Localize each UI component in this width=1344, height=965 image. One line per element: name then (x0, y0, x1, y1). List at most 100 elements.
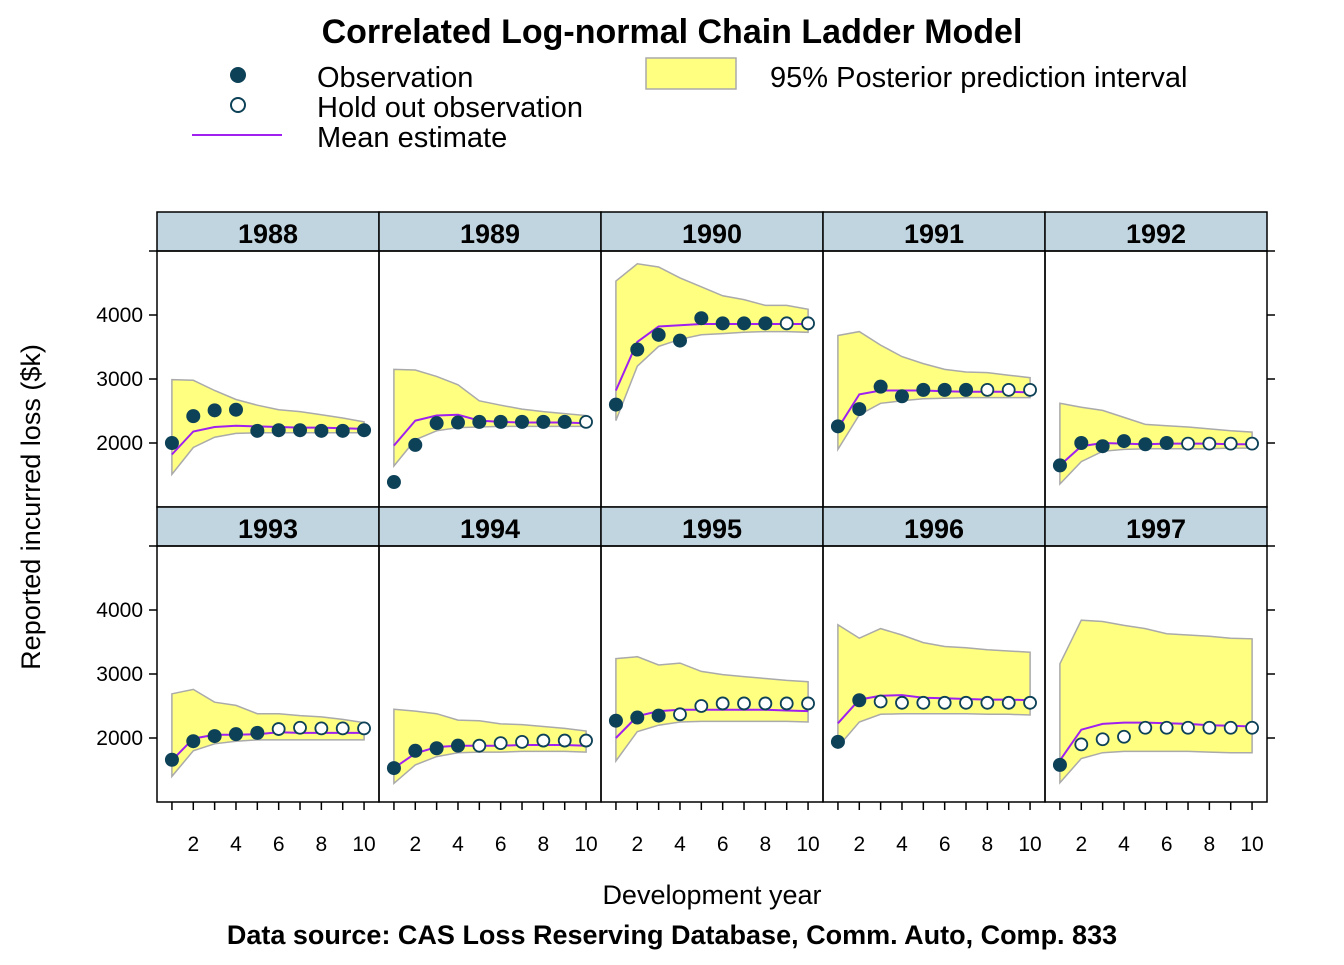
legend-holdout-marker (230, 97, 246, 113)
x-tick-label-1993-4: 4 (230, 833, 242, 856)
holdout-point-1994-10 (579, 733, 593, 748)
y-axis-row-1: 2000 3000 4000 (96, 250, 1275, 455)
y-tick-label-2-4000: 4000 (96, 599, 143, 622)
holdout-point-1996-5 (916, 695, 931, 710)
observation-point-1989-7 (515, 414, 530, 429)
holdout-point-1994-8 (536, 733, 551, 748)
holdout-point-1993-8 (314, 721, 329, 736)
observation-point-1993-4 (228, 727, 243, 742)
observation-point-1995-3 (651, 708, 666, 723)
observation-point-1991-2 (852, 402, 867, 417)
observation-point-1990-2 (630, 342, 645, 357)
x-tick-label-1996-4: 4 (896, 833, 908, 856)
x-tick-label-1995-4: 4 (674, 833, 686, 856)
observation-point-1990-1 (608, 397, 623, 412)
observation-point-1988-5 (250, 423, 265, 438)
holdout-point-1997-4 (1117, 729, 1131, 744)
holdout-point-1997-5 (1138, 720, 1153, 735)
observation-point-1989-2 (408, 437, 423, 452)
observation-point-1990-8 (758, 316, 773, 331)
holdout-point-1995-6 (715, 696, 730, 711)
mean-line-1990 (614, 323, 809, 391)
legend-observation-label: Observation (317, 62, 473, 94)
holdout-point-1991-9 (1001, 382, 1016, 397)
observation-point-1995-1 (608, 713, 623, 728)
observation-point-1991-4 (894, 389, 909, 404)
x-tick-label-1993-10: 10 (352, 833, 375, 856)
panel-strip-label-1996: 1996 (904, 514, 964, 544)
chart-title: Correlated Log-normal Chain Ladder Model (322, 13, 1023, 51)
panel-strip-label-1990: 1990 (682, 219, 742, 249)
observation-point-1997-1 (1052, 757, 1067, 772)
y-tick-label-2-2000: 2000 (96, 727, 143, 750)
holdout-point-1992-8 (1202, 436, 1217, 451)
observation-point-1994-3 (429, 741, 444, 756)
mean-line-1991 (837, 389, 1031, 429)
x-tick-label-1996-8: 8 (982, 833, 994, 856)
holdout-point-1992-10 (1245, 436, 1259, 451)
y-axis-label: Reported incurred loss ($k) (16, 344, 46, 670)
observation-point-1993-2 (186, 734, 201, 749)
holdout-point-1997-7 (1181, 720, 1195, 735)
observation-point-1992-6 (1159, 436, 1174, 450)
x-tick-label-1995-10: 10 (796, 833, 819, 856)
x-tick-label-1995-2: 2 (631, 833, 643, 856)
holdout-point-1997-6 (1159, 720, 1174, 735)
panel-frame-1993 (156, 545, 380, 803)
panel-frame-1988 (156, 250, 380, 508)
panel-1992: 1992 (1044, 211, 1268, 508)
observation-point-1989-8 (536, 414, 551, 429)
holdout-point-1997-10 (1245, 720, 1259, 735)
observation-point-1991-1 (830, 419, 845, 434)
panel-strip-label-1997: 1997 (1126, 514, 1186, 544)
observation-point-1993-1 (164, 752, 179, 767)
legend-interval-label: 95% Posterior prediction interval (770, 62, 1187, 94)
x-tick-label-1993-6: 6 (273, 833, 285, 856)
observation-point-1991-6 (937, 382, 952, 397)
panel-strip-label-1989: 1989 (460, 219, 520, 249)
holdout-point-1996-9 (1001, 695, 1016, 710)
x-tick-label-1997-8: 8 (1204, 833, 1216, 856)
observation-point-1990-5 (694, 311, 709, 326)
observation-point-1988-3 (207, 403, 222, 418)
observation-point-1989-1 (386, 475, 401, 490)
mean-line-1989 (393, 413, 587, 447)
panel-strip-1989 (378, 211, 602, 252)
x-tick-label-1995-6: 6 (717, 833, 729, 856)
holdout-point-1995-7 (737, 696, 751, 711)
panels-layer: 1988 1989 1990 1991 1992 1993 2 4 6 8 10 1994 2 4 6 8 10… (96, 211, 1275, 856)
panel-strip-label-1988: 1988 (238, 219, 298, 249)
holdout-point-1997-3 (1095, 732, 1110, 747)
observation-point-1988-8 (314, 423, 329, 438)
panel-strip-1995 (600, 506, 824, 547)
x-tick-label-1995-8: 8 (760, 833, 772, 856)
x-tick-label-1993-2: 2 (187, 833, 199, 856)
panel-1995: 1995 2 4 6 8 10 (600, 506, 824, 856)
observation-point-1988-4 (228, 402, 243, 417)
holdout-point-1997-9 (1223, 720, 1238, 735)
legend-observation-marker (230, 67, 246, 83)
observation-point-1989-5 (472, 414, 487, 429)
x-tick-label-1994-10: 10 (574, 833, 597, 856)
holdout-point-1989-10 (579, 414, 593, 429)
panel-strip-label-1994: 1994 (460, 514, 520, 544)
observation-point-1992-2 (1074, 436, 1089, 450)
panel-1993: 1993 2 4 6 8 10 (156, 506, 380, 856)
observation-point-1990-6 (715, 316, 730, 331)
interval-band-1990 (615, 263, 809, 421)
observation-point-1990-7 (737, 316, 752, 331)
y-tick-label-1-4000: 4000 (96, 304, 143, 327)
x-tick-label-1997-10: 10 (1240, 833, 1263, 856)
observation-point-1992-3 (1095, 439, 1110, 454)
panel-1997: 1997 2 4 6 8 10 (1044, 506, 1268, 856)
panel-strip-label-1992: 1992 (1126, 219, 1186, 249)
observation-point-1993-3 (207, 729, 222, 744)
observation-point-1990-3 (651, 327, 666, 342)
holdout-point-1995-8 (758, 696, 773, 711)
observation-point-1996-2 (852, 693, 867, 708)
observation-point-1988-6 (271, 423, 286, 438)
mean-line-1995 (615, 708, 809, 739)
holdout-point-1991-10 (1023, 382, 1037, 397)
holdout-point-1997-8 (1202, 720, 1217, 735)
